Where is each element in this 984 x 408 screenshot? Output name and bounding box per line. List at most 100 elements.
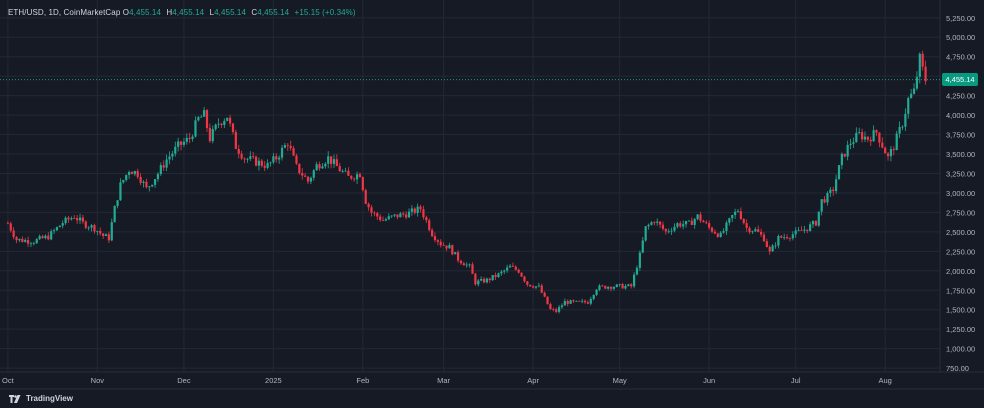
candle-body [820,199,823,212]
candle-body [301,173,304,176]
candle-body [90,225,93,228]
candle-body [436,240,439,242]
y-tick-label: 3,750.00 [946,131,975,140]
x-tick-label: Aug [878,376,891,385]
candle-body [249,156,252,159]
x-tick-label: Apr [527,376,539,385]
candle-body [924,66,927,82]
candle-body [918,53,921,77]
candle-body [373,212,376,214]
x-tick-label: Jul [791,376,801,385]
candle-body [852,142,855,144]
candle-body [762,234,766,242]
candle-body [771,245,774,252]
candle-body [162,165,165,168]
candle-body [673,226,676,231]
candle-body [292,148,295,156]
candle-body [722,231,725,233]
candle-body [194,120,197,137]
candle-body [405,214,408,218]
candle-body [494,275,497,278]
candle-body [500,271,503,274]
ohlc-legend: ETH/USD, 1D, CoinMarketCap O4,455.14 H4,… [8,8,359,17]
candle-body [482,278,486,283]
candle-body [477,280,480,285]
candle-body [145,181,148,188]
candle-body [563,301,566,306]
candle-body [581,300,584,302]
candle-body [234,132,237,149]
candle-body [211,129,214,142]
candle-body [901,126,904,128]
candle-body [127,172,131,175]
candle-body [468,264,471,266]
candle-body [644,226,647,241]
candle-body [892,149,895,151]
candle-body [745,223,748,228]
candle-body [428,220,431,231]
candle-body [76,218,79,221]
candle-body [324,163,327,167]
candle-body [177,141,180,147]
candle-body [399,213,402,218]
candle-body [338,166,341,172]
open-value: 4,455.14 [129,8,162,17]
candle-body [70,218,73,220]
candle-body [742,218,745,224]
candle-body [788,238,792,239]
candle-body [702,220,705,223]
candle-body [165,159,168,168]
candle-body [283,145,287,148]
tradingview-logo[interactable]: TradingView [9,394,73,403]
candle-body [87,227,90,229]
candle-body [6,223,9,225]
candle-body [442,245,445,247]
candle-body [759,231,763,235]
candle-body [425,217,428,221]
candle-body [168,156,171,160]
candle-body [58,225,61,228]
candle-body [203,110,206,117]
candle-body [376,213,379,217]
candle-body [237,148,240,154]
candle-body [263,165,266,168]
candle-body [220,123,223,125]
candle-body [433,236,437,241]
candle-body [915,76,919,89]
candle-body [393,214,396,216]
x-tick-label: Jun [703,376,715,385]
candle-body [497,273,500,278]
candle-body [653,222,656,224]
candle-body [840,153,843,166]
candle-body [139,176,142,183]
candle-body [462,263,465,266]
candle-body [329,156,333,164]
candle-body [480,278,483,281]
candle-body [578,300,581,302]
candle-body [153,179,157,185]
candle-body [687,220,691,222]
candle-body [511,265,515,267]
candle-body [341,171,344,172]
candle-body [921,53,924,67]
candle-body [64,217,67,224]
candle-body [811,221,815,225]
candle-body [379,216,382,221]
candle-body [448,245,451,249]
candle-body [503,270,506,272]
candle-body [254,156,258,166]
candle-body [430,230,434,237]
candle-body [650,222,653,225]
candle-body [355,174,359,180]
candle-body [543,292,546,297]
candle-body [122,180,125,183]
candle-body [690,220,693,225]
candle-body [304,175,307,177]
change-value: +15.15 (+0.34%) [294,8,356,17]
low-key: L [209,8,215,17]
candle-body [560,305,564,308]
candle-body [682,224,685,227]
candle-body [647,224,650,227]
